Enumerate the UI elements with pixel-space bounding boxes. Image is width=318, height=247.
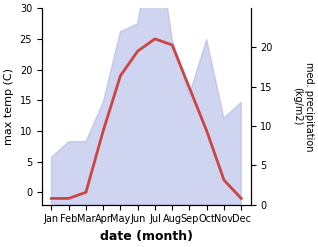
Y-axis label: med. precipitation
(kg/m2): med. precipitation (kg/m2) bbox=[292, 62, 314, 151]
X-axis label: date (month): date (month) bbox=[100, 230, 193, 243]
Y-axis label: max temp (C): max temp (C) bbox=[4, 68, 14, 145]
